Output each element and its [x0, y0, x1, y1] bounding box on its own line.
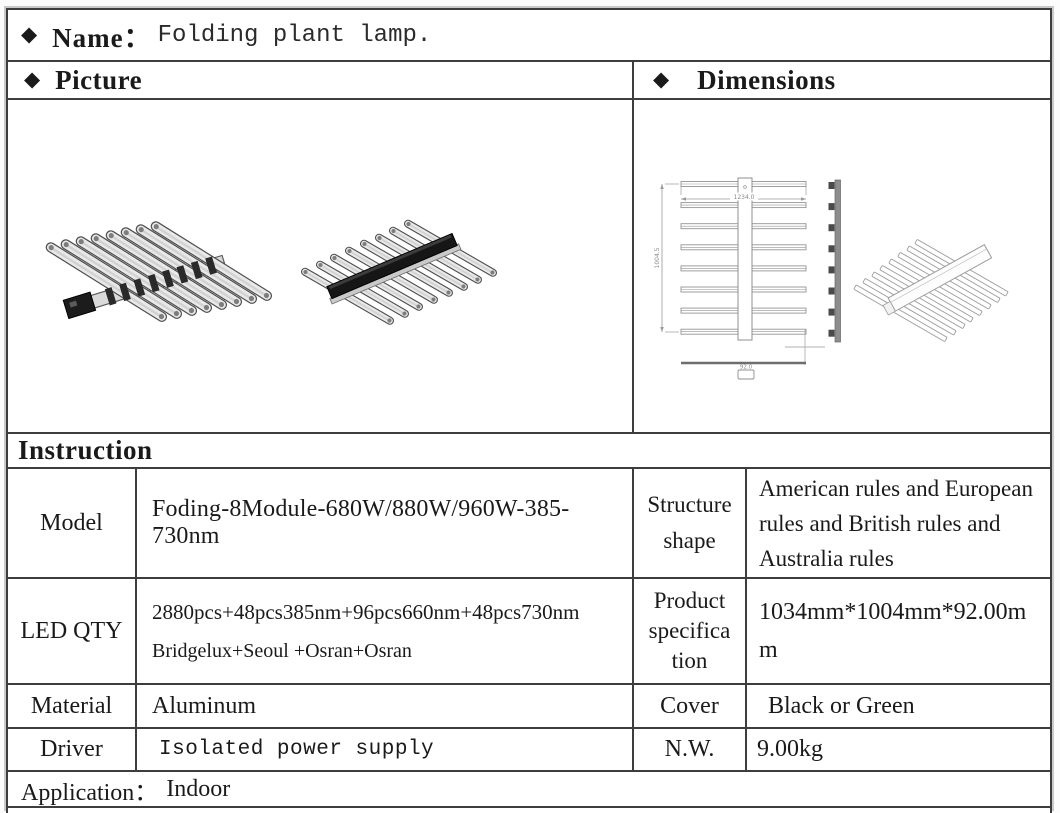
dimension-bottom-view: 92.0 — [681, 361, 806, 380]
dimension-drawing-image: 1234.0 1004.5 — [654, 177, 1009, 380]
product-specification-value: 1034mm*1004mm*92.00mm — [759, 599, 1027, 663]
structure-shape-label: Structure shape — [647, 492, 732, 553]
application-value: Indoor — [166, 775, 231, 802]
model-value: Foding-8Module-680W/880W/960W-385-730nm — [152, 496, 570, 549]
thickness-dimension-label: 92.0 — [740, 365, 753, 371]
model-row: Model Foding-8Module-680W/880W/960W-385-… — [8, 469, 1050, 579]
led-qty-value: 2880pcs+48pcs385nm+96pcs660nm+48pcs730nm… — [137, 600, 580, 663]
led-qty-brands: Bridgelux+Seoul +Osran+Osran — [152, 639, 412, 662]
dimension-isometric-view — [853, 238, 1009, 343]
product-spec-label-line: specifica — [648, 618, 731, 643]
dimensions-cell: 1234.0 1004.5 — [634, 100, 1050, 432]
material-value: Aluminum — [152, 692, 257, 719]
product-photos-image — [44, 218, 499, 327]
driver-value: Isolated power supply — [159, 738, 435, 761]
led-qty-counts: 2880pcs+48pcs385nm+96pcs660nm+48pcs730nm — [152, 599, 580, 624]
product-spec-label-line: Product — [653, 588, 726, 613]
name-row: ◆ Name： Folding plant lamp. — [8, 10, 1050, 62]
driver-label: Driver — [40, 736, 103, 762]
photo-folded-lamp — [44, 219, 274, 324]
product-specification-label: Product specifica tion — [649, 586, 731, 676]
product-spec-label-line: tion — [671, 648, 708, 673]
structure-shape-value: American rules and European rules and Br… — [759, 475, 1033, 571]
cover-value: Black or Green — [768, 692, 915, 719]
led-qty-row: LED QTY 2880pcs+48pcs385nm+96pcs660nm+48… — [8, 579, 1050, 685]
instruction-header-row: Instruction — [8, 434, 1050, 469]
material-row: Material Aluminum Cover Black or Green — [8, 685, 1050, 729]
application-label: Application： — [21, 779, 159, 806]
material-label: Material — [30, 692, 113, 719]
media-row: 1234.0 1004.5 — [8, 100, 1050, 434]
dimensions-header-cell: ◆ Dimensions — [634, 62, 1050, 98]
photo-unfolded-lamp — [299, 218, 499, 327]
application-row: Application： Indoor — [8, 772, 1050, 808]
spec-sheet: ◆ Name： Folding plant lamp. ◆ Picture ◆ … — [6, 8, 1052, 813]
section-header-row: ◆ Picture ◆ Dimensions — [8, 62, 1050, 100]
diamond-bullet-icon: ◆ — [21, 21, 38, 46]
name-value: Folding plant lamp. — [157, 21, 432, 49]
name-label: Name： — [52, 22, 152, 53]
dimension-top-view: 1234.0 1004.5 — [654, 177, 807, 341]
model-label: Model — [40, 509, 103, 536]
picture-header-label: Picture — [55, 64, 143, 95]
crosshair-mark — [785, 329, 825, 365]
cover-label: Cover — [660, 692, 719, 719]
width-dimension-label: 1234.0 — [734, 194, 755, 201]
dimensions-header-label: Dimensions — [697, 64, 836, 95]
net-weight-label: N.W. — [664, 736, 715, 762]
instruction-title: Instruction — [18, 435, 153, 465]
dimension-side-view — [828, 179, 841, 343]
led-qty-label: LED QTY — [20, 617, 123, 644]
driver-row: Driver Isolated power supply N.W. 9.00kg — [8, 729, 1050, 772]
diamond-bullet-icon: ◆ — [653, 66, 670, 91]
picture-cell — [8, 100, 634, 432]
height-dimension-label: 1004.5 — [654, 247, 661, 268]
diamond-bullet-icon: ◆ — [24, 66, 41, 91]
picture-header-cell: ◆ Picture — [8, 62, 634, 98]
net-weight-value: 9.00kg — [757, 736, 823, 762]
